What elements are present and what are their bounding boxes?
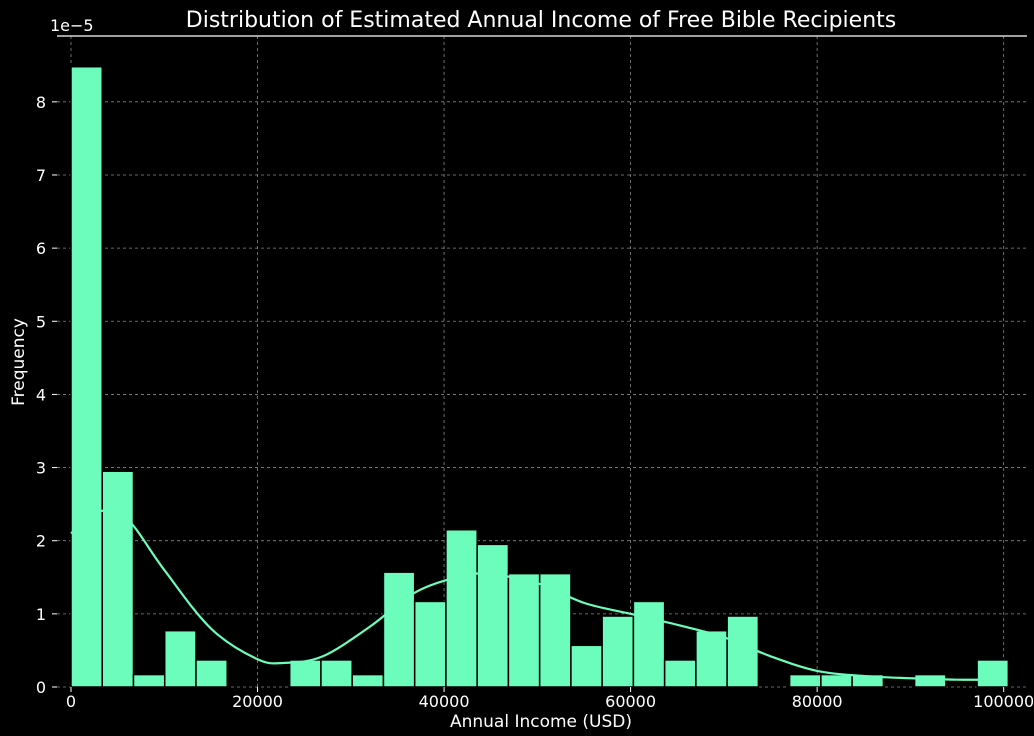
- histogram-bar: [382, 571, 416, 688]
- histogram-bar: [288, 659, 322, 688]
- histogram-bar: [913, 673, 947, 688]
- y-tick-label: 5: [36, 312, 46, 331]
- histogram-bar: [820, 673, 853, 688]
- y-tick-label: 6: [36, 239, 46, 258]
- x-tick-label: 60000: [605, 692, 656, 711]
- histogram-bar: [413, 600, 447, 688]
- histogram-bar: [476, 543, 510, 688]
- histogram-bar: [788, 673, 822, 688]
- y-tick-label: 2: [36, 532, 46, 551]
- histogram-bar: [351, 673, 385, 688]
- kde-curve-group: [70, 509, 1004, 681]
- y-tick-label: 8: [36, 93, 46, 112]
- histogram-bar: [538, 572, 572, 688]
- histogram-bar: [570, 644, 603, 688]
- y-tick-label: 4: [36, 385, 46, 404]
- x-tick-label: 80000: [792, 692, 843, 711]
- histogram-bar: [695, 629, 728, 688]
- histogram-bar: [726, 615, 760, 688]
- y-tick-label: 1: [36, 605, 46, 624]
- x-tick-label: 40000: [419, 692, 470, 711]
- histogram-bar: [101, 470, 135, 688]
- x-axis-label: Annual Income (USD): [450, 712, 632, 732]
- histogram-bar: [445, 528, 478, 688]
- tick-labels: 0 20000 40000 60000 80000 100000 0 1 2 3 4 5 6 7 8: [36, 93, 1034, 711]
- x-tick-label: 100000: [973, 692, 1034, 711]
- axes: [52, 35, 1027, 692]
- histogram-bars: [70, 65, 1010, 688]
- histogram-bar: [163, 629, 197, 688]
- histogram-bar: [663, 659, 697, 688]
- histogram-bar: [632, 600, 666, 688]
- y-scale-label: 1e−5: [50, 16, 94, 35]
- histogram-bar: [976, 659, 1010, 688]
- kde-curve: [70, 509, 1004, 681]
- histogram-bar: [320, 659, 353, 688]
- y-tick-label: 3: [36, 459, 46, 478]
- histogram-bar: [601, 615, 635, 688]
- y-axis-label: Frequency: [9, 318, 29, 406]
- chart-title: Distribution of Estimated Annual Income …: [186, 8, 896, 33]
- x-tick-label: 20000: [232, 692, 283, 711]
- histogram-bar: [132, 673, 166, 688]
- y-tick-label: 7: [36, 166, 46, 185]
- y-tick-label: 0: [36, 678, 46, 697]
- histogram-bar: [195, 659, 228, 688]
- histogram-bar: [70, 65, 103, 688]
- x-tick-label: 0: [66, 692, 76, 711]
- histogram-bar: [507, 572, 541, 688]
